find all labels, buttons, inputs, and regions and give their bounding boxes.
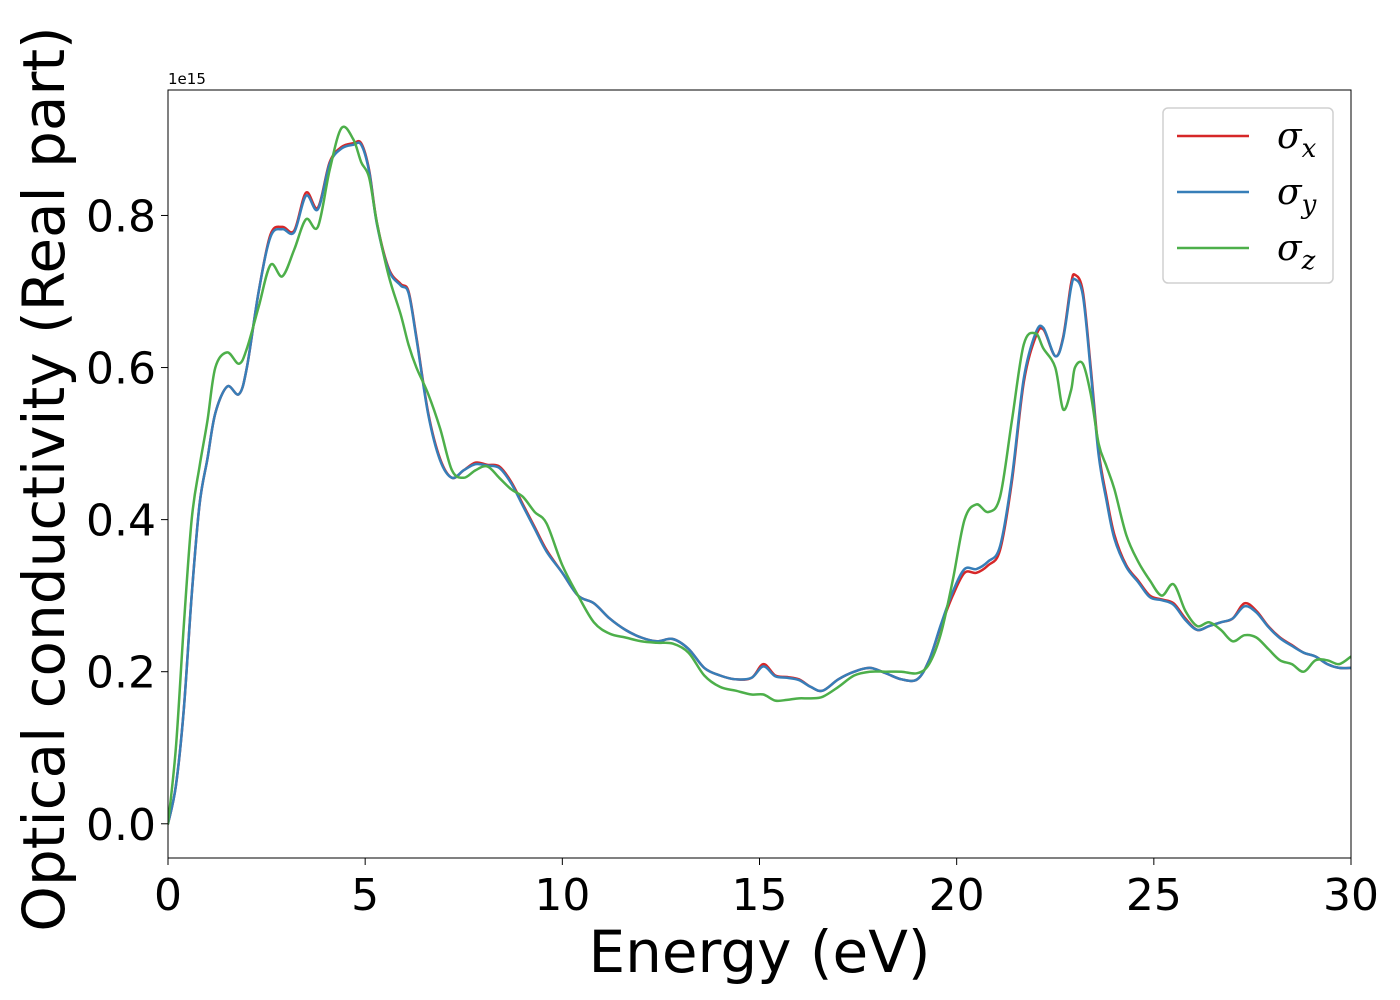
x-tick-label: 15 bbox=[732, 870, 788, 921]
y-axis-label: Optical conductivity (Real part) bbox=[10, 26, 78, 931]
x-tick-label: 10 bbox=[534, 870, 590, 921]
x-axis-label: Energy (eV) bbox=[588, 918, 930, 986]
x-tick-label: 20 bbox=[929, 870, 985, 921]
x-tick-label: 0 bbox=[154, 870, 182, 921]
y-tick-label: 0.4 bbox=[86, 496, 156, 547]
y-tick-label: 0.6 bbox=[86, 344, 156, 395]
x-tick-label: 30 bbox=[1323, 870, 1379, 921]
y-tick-label: 0.2 bbox=[86, 648, 156, 699]
series-line-3 bbox=[168, 125, 1351, 826]
plot-area: 0 5 10 15 20 25 30 0.0 0.2 0.4 0.6 0.8 bbox=[86, 89, 1379, 921]
y-axis-offset-label: 1e15 bbox=[168, 70, 206, 88]
x-tick-label: 5 bbox=[351, 870, 379, 921]
y-tick-label: 0.0 bbox=[86, 800, 156, 851]
y-tick-label: 0.8 bbox=[86, 191, 156, 242]
legend-box bbox=[1162, 107, 1334, 284]
x-axis-ticks: 0 5 10 15 20 25 30 bbox=[154, 858, 1379, 921]
legend-label: σx bbox=[1277, 116, 1317, 164]
series-lines bbox=[168, 125, 1351, 826]
x-tick-label: 25 bbox=[1126, 870, 1182, 921]
y-axis-ticks: 0.0 0.2 0.4 0.6 0.8 bbox=[86, 191, 168, 851]
